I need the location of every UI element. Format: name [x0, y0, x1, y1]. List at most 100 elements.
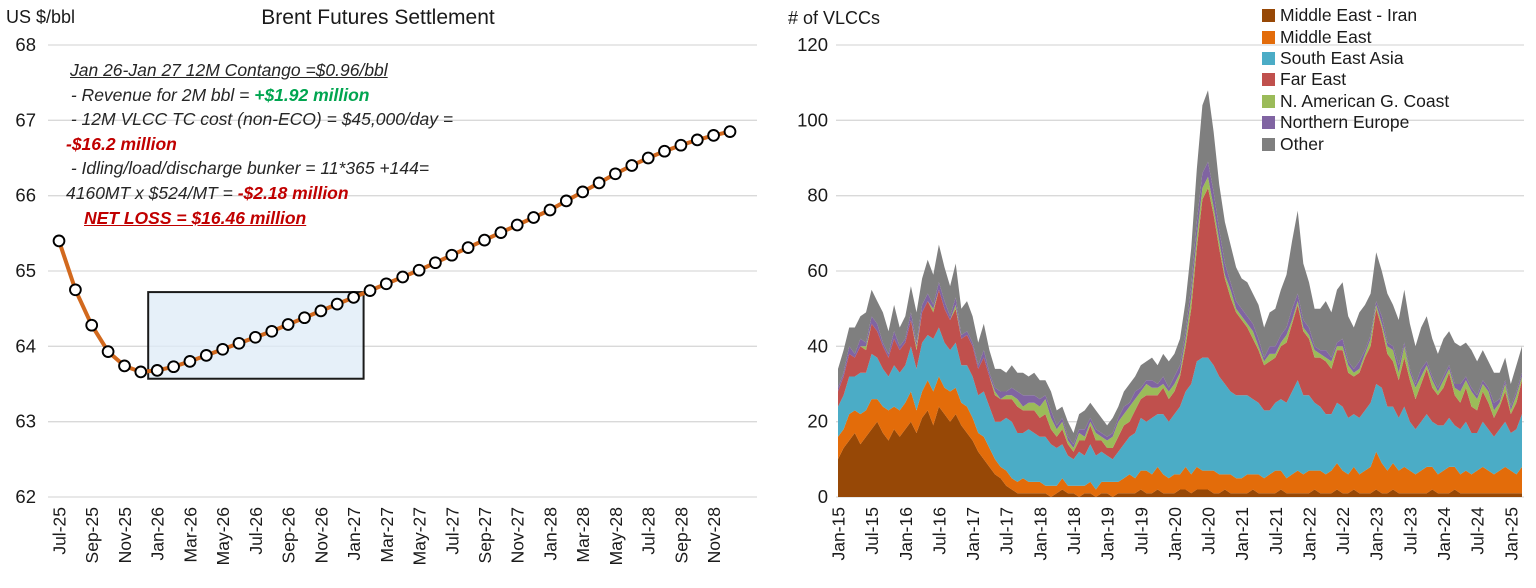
data-point-marker [658, 144, 671, 158]
right-x-tick-label: Jul-21 [1266, 507, 1286, 555]
left-x-tick-label: Sep-26 [279, 507, 299, 563]
right-x-tick-label: Jan-15 [829, 507, 849, 561]
left-x-tick-label: Jul-26 [246, 507, 266, 555]
data-point-marker [183, 355, 197, 368]
data-point-marker [461, 241, 475, 254]
right-y-tick-labels: 0 20 40 60 80 100 120 [797, 34, 828, 507]
data-point-marker [216, 342, 230, 356]
data-point-marker [674, 138, 688, 152]
data-point-marker [379, 277, 393, 291]
legend-label: N. American G. Coast [1280, 90, 1450, 111]
legend-item-middle-east-iran: Middle East - Iran [1262, 5, 1449, 26]
legend-item-middle-east: Middle East [1262, 26, 1449, 47]
data-point-marker [412, 263, 426, 277]
left-y-axis-unit-label: US $/bbl [6, 7, 76, 27]
right-x-tick-label: Jan-21 [1232, 507, 1252, 561]
left-x-tick-label: Mar-27 [377, 507, 397, 562]
left-x-tick-label: Mar-26 [180, 507, 200, 562]
area-band-south-east-asia [838, 327, 1522, 490]
data-point-marker [52, 234, 66, 248]
left-x-tick-label: Sep-25 [82, 507, 102, 563]
right-y-tick-label: 100 [797, 109, 828, 130]
brent-futures-chart: 62 63 64 65 66 67 68 Jul-25 Sep-25 Nov-25 Jan-26 Ma… [15, 34, 757, 565]
legend-swatch [1262, 30, 1275, 44]
data-point-marker [429, 256, 442, 270]
right-x-tick-label: Jul-24 [1468, 507, 1488, 555]
legend-item-n-american-g-coast: N. American G. Coast [1262, 91, 1449, 112]
annotation-segment: - 12M VLCC TC cost (non-ECO) = $45,000/d… [66, 109, 454, 130]
data-point-marker [265, 324, 279, 338]
right-x-tick-label: Jan-25 [1501, 507, 1521, 561]
annotation-line: - 12M VLCC TC cost (non-ECO) = $45,000/d… [66, 107, 453, 132]
data-point-marker [576, 185, 590, 199]
left-x-tick-label: Sep-27 [475, 507, 495, 563]
left-y-tick-label: 63 [15, 411, 36, 432]
left-y-tick-label: 65 [15, 260, 36, 281]
right-y-tick-label: 80 [807, 185, 828, 206]
left-x-tick-label: May-27 [410, 507, 430, 565]
right-y-tick-label: 0 [818, 486, 828, 507]
right-x-tick-label: Jul-22 [1333, 507, 1353, 555]
right-x-tick-label: Jul-19 [1131, 507, 1151, 555]
legend-swatch [1262, 73, 1275, 87]
right-x-tick-label: Jul-16 [929, 507, 949, 555]
data-point-marker [478, 233, 491, 247]
left-y-tick-label: 66 [15, 185, 36, 206]
data-point-marker [134, 365, 148, 379]
left-x-tick-label: Jul-25 [50, 507, 70, 555]
legend-label: Middle East [1280, 26, 1372, 47]
legend-item-far-east: Far East [1262, 69, 1449, 90]
left-x-tick-label: May-28 [606, 507, 626, 565]
right-x-tick-label: Jan-19 [1098, 507, 1118, 561]
brent-chart-title: Brent Futures Settlement [261, 6, 495, 29]
right-y-tick-label: 120 [797, 34, 828, 55]
data-point-marker [167, 360, 180, 374]
annotation-segment: -$16.2 million [66, 133, 177, 154]
data-point-marker [347, 291, 360, 304]
data-point-marker [510, 218, 524, 232]
data-point-marker [118, 359, 131, 373]
left-x-tick-label: Mar-28 [573, 507, 593, 562]
annotation-segment: NET LOSS = $16.46 million [84, 207, 307, 228]
right-x-tick-labels: Jan-15 Jul-15 Jan-16 Jul-16 Jan-17 Jul-17 Jan-… [829, 507, 1522, 561]
right-x-tick-label: Jul-15 [862, 507, 882, 555]
left-x-tick-label: Jul-28 [639, 507, 659, 555]
left-x-tick-label: Nov-27 [508, 507, 528, 563]
left-x-tick-label: Jul-27 [442, 507, 462, 555]
annotation-segment: 4160MT x $524/MT = [66, 182, 238, 203]
annotation-line: - Idling/load/discharge bunker = 11*365 … [66, 156, 453, 181]
left-x-tick-label: Jan-26 [148, 507, 168, 561]
legend-label: Other [1280, 133, 1324, 154]
futures-price-markers [52, 125, 737, 379]
legend-item-northern-europe: Northern Europe [1262, 112, 1449, 133]
data-point-marker [641, 151, 655, 165]
left-x-tick-label: Nov-28 [704, 507, 724, 563]
left-y-tick-label: 62 [15, 486, 36, 507]
right-x-tick-label: Jan-17 [963, 507, 983, 561]
data-point-marker [363, 284, 377, 297]
legend-item-other: Other [1262, 133, 1449, 154]
data-point-marker [249, 330, 262, 344]
annotation-segment: -$2.18 million [237, 182, 349, 203]
annotation-segment: - Revenue for 2M bbl = [66, 84, 255, 105]
legend-item-south-east-asia: South East Asia [1262, 48, 1449, 69]
data-point-marker [527, 211, 540, 224]
area-band-middle-east [838, 376, 1522, 497]
vlcc-legend: Middle East - Iran Middle East South East … [1262, 5, 1449, 155]
left-x-tick-label: Sep-28 [671, 507, 691, 563]
legend-swatch [1262, 116, 1275, 130]
right-x-tick-label: Jan-20 [1165, 507, 1185, 561]
stacked-area-bands [838, 90, 1522, 497]
data-point-marker [543, 203, 557, 217]
right-chart-title: # of VLCCs [788, 8, 881, 28]
legend-label: Middle East - Iran [1280, 5, 1418, 26]
left-x-tick-label: Nov-26 [311, 507, 331, 563]
left-y-tick-label: 64 [15, 335, 36, 356]
left-x-tick-labels: Jul-25 Sep-25 Nov-25 Jan-26 Mar-26 May-26 Jul-… [50, 507, 725, 565]
contango-annotation-block: Jan 26-Jan 27 12M Contango =$0.96/bbl - … [66, 58, 453, 230]
right-x-tick-label: Jan-16 [896, 507, 916, 561]
left-x-tick-label: Nov-25 [115, 507, 135, 563]
data-point-marker [69, 283, 82, 297]
